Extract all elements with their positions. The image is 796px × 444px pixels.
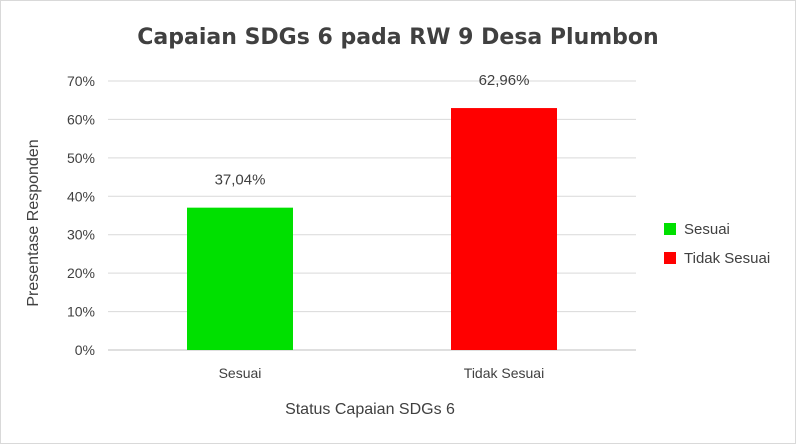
bar bbox=[187, 207, 293, 350]
legend-swatch bbox=[664, 252, 676, 264]
y-axis-label: Presentase Responden bbox=[25, 139, 42, 306]
y-tick-label: 70% bbox=[67, 73, 95, 89]
bar bbox=[451, 108, 557, 350]
legend-label: Tidak Sesuai bbox=[684, 250, 770, 267]
y-axis-ticks: 0% 10% 20% 30% 40% 50% 60% 70% bbox=[67, 73, 95, 358]
legend-label: Sesuai bbox=[684, 221, 730, 238]
y-tick-label: 40% bbox=[67, 188, 95, 204]
chart-title: Capaian SDGs 6 pada RW 9 Desa Plumbon bbox=[137, 25, 658, 50]
y-tick-label: 60% bbox=[67, 111, 95, 127]
x-tick-label: Tidak Sesuai bbox=[464, 365, 544, 381]
bars bbox=[187, 108, 557, 350]
data-label: 37,04% bbox=[215, 172, 266, 189]
data-labels: 37,04% 62,96% bbox=[215, 72, 530, 189]
data-label: 62,96% bbox=[479, 72, 530, 89]
x-axis-label: Status Capaian SDGs 6 bbox=[285, 401, 455, 418]
legend: Sesuai Tidak Sesuai bbox=[664, 221, 770, 267]
y-tick-label: 10% bbox=[67, 304, 95, 320]
y-tick-label: 0% bbox=[75, 342, 95, 358]
legend-swatch bbox=[664, 223, 676, 235]
y-tick-label: 50% bbox=[67, 150, 95, 166]
y-tick-label: 20% bbox=[67, 265, 95, 281]
y-tick-label: 30% bbox=[67, 227, 95, 243]
x-axis-ticks: Sesuai Tidak Sesuai bbox=[219, 365, 545, 381]
x-tick-label: Sesuai bbox=[219, 365, 262, 381]
